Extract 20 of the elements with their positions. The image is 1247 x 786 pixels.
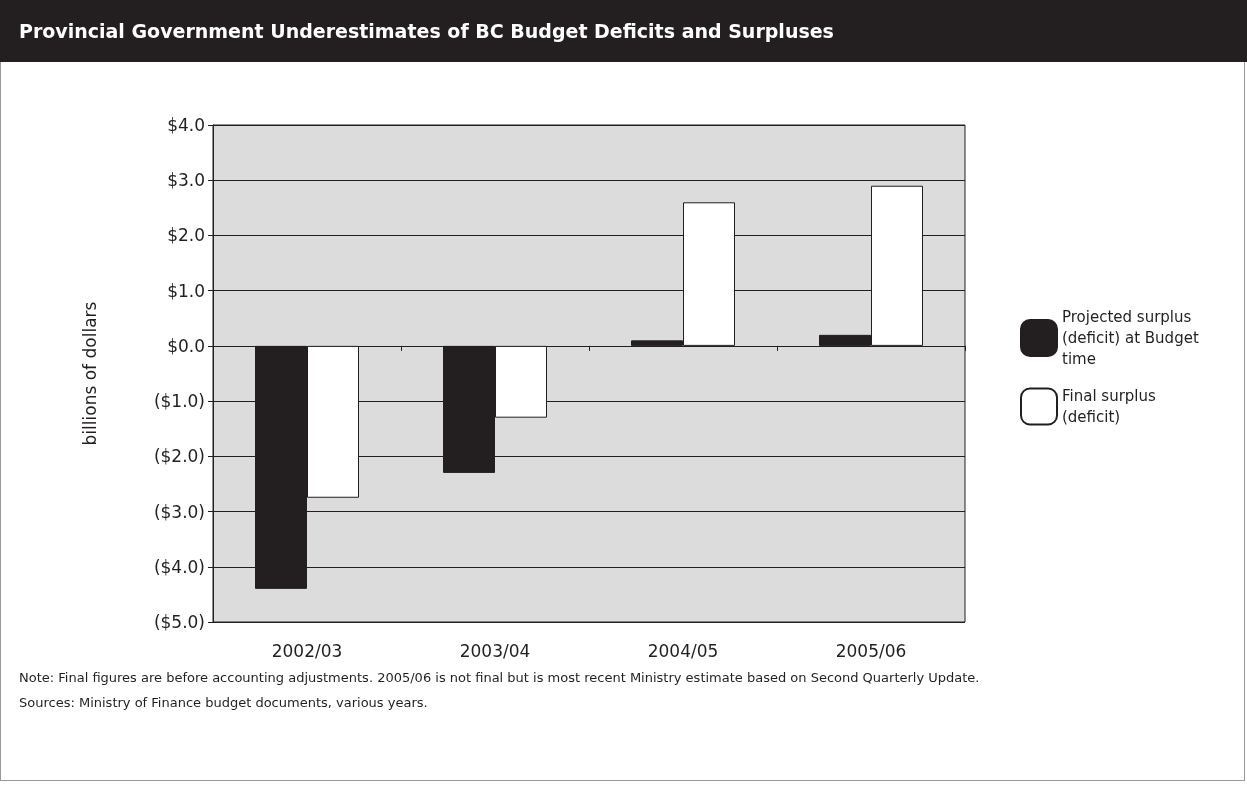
y-tick-label: ($4.0) bbox=[153, 556, 205, 577]
y-tick-label: $0.0 bbox=[167, 335, 205, 356]
source-note: Sources: Ministry of Finance budget documents, various years. bbox=[19, 694, 429, 712]
y-tick-label: ($3.0) bbox=[153, 501, 205, 522]
y-tick-label: ($1.0) bbox=[153, 391, 205, 412]
y-tick-label: $1.0 bbox=[167, 280, 205, 301]
x-tick-label: 2002/03 bbox=[271, 640, 343, 661]
legend-label: Projected surplus (deficit) at Budget time bbox=[1062, 308, 1204, 368]
y-axis-title: billions of dollars bbox=[79, 301, 100, 446]
text: Note: Final figures are before accounting adjustments. 2005/06 is not final but is most recent Ministry estimate based on Second Quarterly Update. bbox=[19, 669, 981, 687]
y-tick-label: $3.0 bbox=[167, 170, 205, 191]
chart-title: Provincial Government Underestimates of BC Budget Deficits and Surpluses bbox=[0, 0, 1247, 62]
y-tick-label: $2.0 bbox=[167, 225, 205, 246]
x-tick-label: 2005/06 bbox=[835, 640, 907, 661]
y-tick-label: $4.0 bbox=[167, 115, 205, 135]
y-tick-label: ($2.0) bbox=[153, 446, 205, 467]
x-tick-label: 2004/05 bbox=[647, 640, 719, 661]
x-tick-label: 2003/04 bbox=[459, 640, 531, 661]
y-tick-label: ($5.0) bbox=[153, 612, 205, 632]
legend-label: Final surplus (deficit) bbox=[1062, 387, 1161, 426]
